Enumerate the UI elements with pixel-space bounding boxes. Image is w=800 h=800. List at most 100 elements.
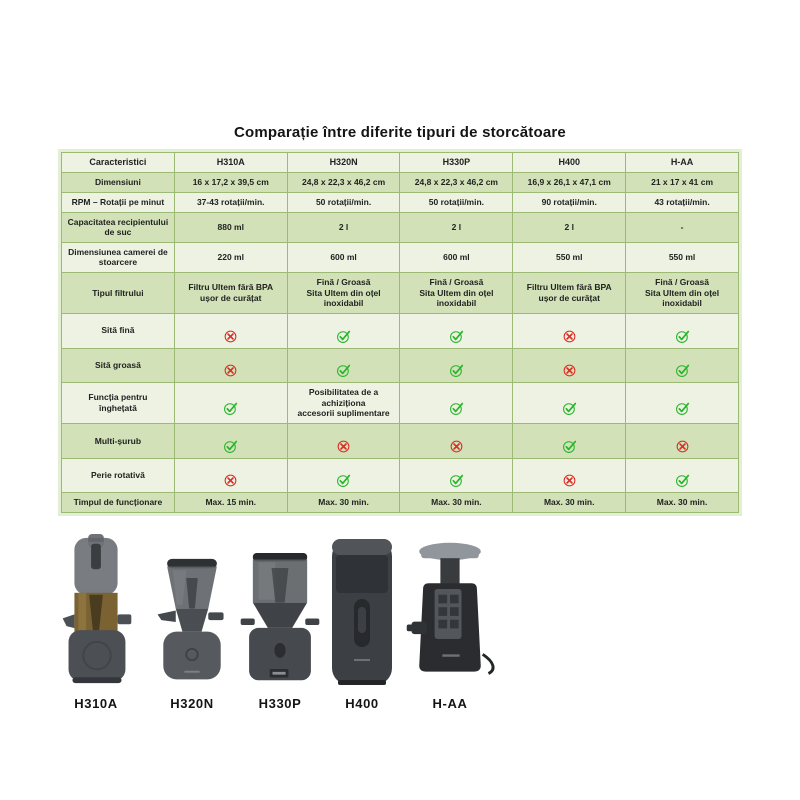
cell-text: - bbox=[625, 211, 739, 243]
row-label: Sită groasă bbox=[61, 347, 175, 384]
cell-text: 2 l bbox=[512, 211, 627, 243]
cell-text: Filtru Ultem fără BPA ușor de curățat bbox=[173, 272, 288, 314]
juicer-h400-image bbox=[332, 538, 392, 685]
cell-text: 550 ml bbox=[625, 241, 739, 274]
row-label: Tipul filtrului bbox=[61, 272, 175, 314]
product-h310a: H310A bbox=[44, 532, 148, 711]
row-label: Sită fină bbox=[61, 312, 175, 349]
cell-text: 50 rotații/min. bbox=[286, 191, 401, 213]
cell-text: 2 l bbox=[286, 211, 401, 243]
cell-check bbox=[286, 457, 401, 494]
product-label-h400: H400 bbox=[345, 695, 379, 711]
juicer-h330p-image bbox=[240, 552, 320, 681]
cell-text: 50 rotații/min. bbox=[399, 191, 514, 213]
cell-check bbox=[286, 347, 401, 384]
check-circle-icon bbox=[562, 440, 576, 453]
check-circle-icon bbox=[449, 402, 464, 415]
table-row: RPM – Rotații pe minut 37-43 rotații/min.… bbox=[61, 191, 739, 213]
cell-text: Max. 30 min. bbox=[399, 492, 514, 513]
cell-check bbox=[173, 382, 288, 424]
product-label-h310a: H310A bbox=[74, 695, 118, 711]
check-circle-icon bbox=[449, 474, 464, 488]
table-header: Caracteristici H310A H320N H330P H400 H-AA bbox=[61, 151, 739, 174]
row-label: Multi-șurub bbox=[61, 423, 175, 459]
table-row: Tipul filtrului Filtru Ultem fără BPA ușo… bbox=[61, 272, 739, 314]
cell-cross bbox=[625, 423, 739, 459]
table-row: Capacitatea recipientului de suc 880 ml 2 … bbox=[61, 211, 739, 243]
cell-text: 24,8 x 22,3 x 46,2 cm bbox=[399, 172, 514, 193]
cross-circle-icon bbox=[563, 364, 576, 377]
cell-text: Posibilitatea de a achiziționa accesorii… bbox=[286, 382, 401, 424]
cell-check bbox=[399, 457, 514, 494]
cell-text: 880 ml bbox=[173, 211, 288, 243]
table-row: Perie rotativă bbox=[61, 457, 739, 494]
cell-check bbox=[625, 347, 739, 384]
check-circle-icon bbox=[449, 330, 464, 343]
cell-check bbox=[512, 423, 627, 459]
column-header-caracteristici: Caracteristici bbox=[61, 151, 175, 174]
cell-check bbox=[625, 457, 739, 494]
check-circle-icon bbox=[337, 330, 351, 343]
cell-cross bbox=[512, 312, 627, 349]
table-row: Funcția pentru înghețată Posibilitatea d… bbox=[61, 382, 739, 424]
cross-circle-icon bbox=[224, 330, 237, 342]
check-circle-icon bbox=[675, 474, 689, 488]
cell-cross bbox=[399, 423, 514, 459]
check-circle-icon bbox=[224, 402, 238, 415]
column-header-h330p: H330P bbox=[399, 151, 514, 174]
product-h-aa: H-AA bbox=[400, 539, 500, 711]
juicer-h320n-image bbox=[157, 558, 224, 680]
row-label: Timpul de funcționare bbox=[61, 492, 175, 513]
row-label: Capacitatea recipientului de suc bbox=[61, 211, 175, 243]
cell-text: 600 ml bbox=[286, 241, 401, 274]
column-header-h310a: H310A bbox=[173, 151, 288, 174]
product-h320n: H320N bbox=[148, 557, 236, 711]
row-label: Perie rotativă bbox=[61, 457, 175, 494]
comparison-table-wrap: Caracteristici H310A H320N H330P H400 H-AA Di… bbox=[58, 149, 742, 516]
cell-text: Filtru Ultem fără BPA ușor de curățat bbox=[512, 272, 627, 314]
cell-text: Max. 30 min. bbox=[286, 492, 401, 513]
page-title: Comparație între diferite tipuri de stor… bbox=[234, 124, 566, 141]
cell-cross bbox=[512, 347, 627, 384]
cell-text: 16 x 17,2 x 39,5 cm bbox=[173, 172, 288, 193]
cell-check bbox=[512, 382, 627, 424]
cell-check bbox=[625, 382, 739, 424]
product-h330p: H330P bbox=[236, 550, 324, 711]
product-h400: H400 bbox=[324, 537, 400, 711]
cell-check bbox=[625, 312, 739, 349]
column-header-h400: H400 bbox=[512, 151, 627, 174]
check-circle-icon bbox=[337, 364, 351, 378]
cell-check bbox=[399, 347, 514, 384]
column-header-h-aa: H-AA bbox=[625, 151, 739, 174]
cross-circle-icon bbox=[337, 440, 350, 453]
cell-check bbox=[399, 382, 514, 424]
cell-cross bbox=[512, 457, 627, 494]
cross-circle-icon bbox=[563, 330, 576, 342]
comparison-table: Caracteristici H310A H320N H330P H400 H-AA Di… bbox=[61, 151, 739, 513]
cell-text: Fină / Groasă Sita Ultem din oțel inoxid… bbox=[399, 272, 514, 314]
check-circle-icon bbox=[675, 330, 689, 343]
table-row: Sită fină bbox=[61, 312, 739, 349]
cell-text: 2 l bbox=[399, 211, 514, 243]
cell-text: 37-43 rotații/min. bbox=[173, 191, 288, 213]
table-body: Dimensiuni 16 x 17,2 x 39,5 cm 24,8 x 22,3… bbox=[61, 172, 739, 513]
cross-circle-icon bbox=[224, 474, 237, 487]
cell-text: 21 x 17 x 41 cm bbox=[625, 172, 739, 193]
cell-text: Max. 30 min. bbox=[625, 492, 739, 513]
row-label: Funcția pentru înghețată bbox=[61, 382, 175, 424]
product-label-h330p: H330P bbox=[258, 695, 302, 711]
table-row: Timpul de funcționare Max. 15 min. Max. 30… bbox=[61, 492, 739, 513]
cell-check bbox=[286, 312, 401, 349]
cell-text: 24,8 x 22,3 x 46,2 cm bbox=[286, 172, 401, 193]
column-header-h320n: H320N bbox=[286, 151, 401, 174]
cell-check bbox=[173, 423, 288, 459]
product-label-h320n: H320N bbox=[170, 695, 214, 711]
cell-check bbox=[399, 312, 514, 349]
cell-text: 16,9 x 26,1 x 47,1 cm bbox=[512, 172, 627, 193]
cell-text: Fină / Groasă Sita Ultem din oțel inoxid… bbox=[625, 272, 739, 314]
cell-text: 43 rotații/min. bbox=[625, 191, 739, 213]
row-label: Dimensiunea camerei de stoarcere bbox=[61, 241, 175, 274]
cell-text: Max. 30 min. bbox=[512, 492, 627, 513]
check-circle-icon bbox=[337, 474, 351, 488]
